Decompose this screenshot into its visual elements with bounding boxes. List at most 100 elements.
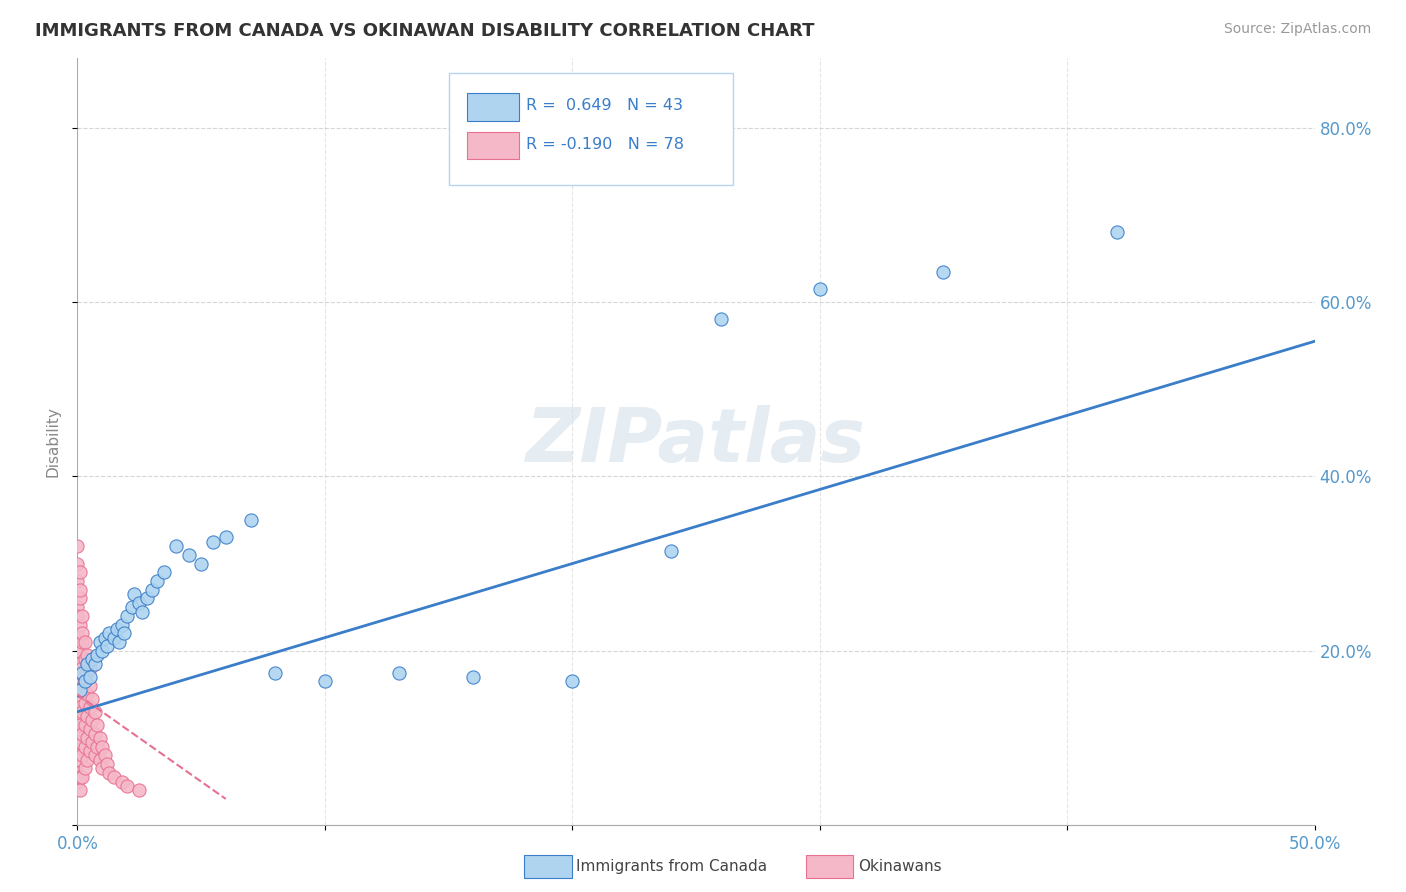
- Text: ZIPatlas: ZIPatlas: [526, 405, 866, 478]
- Point: [141, 582, 163, 597]
- Point: [561, 674, 583, 689]
- Point: [66, 557, 89, 571]
- Point: [66, 757, 89, 772]
- Point: [66, 670, 89, 684]
- Point: [76, 709, 98, 723]
- Point: [91, 739, 114, 754]
- Point: [710, 312, 733, 326]
- Point: [86, 648, 108, 662]
- Point: [72, 608, 94, 623]
- Point: [121, 600, 143, 615]
- Point: [112, 626, 135, 640]
- Point: [69, 753, 91, 767]
- Point: [82, 735, 104, 749]
- Point: [66, 739, 89, 754]
- Point: [122, 587, 145, 601]
- Point: [73, 674, 96, 689]
- Point: [66, 574, 89, 588]
- Point: [69, 665, 91, 680]
- Point: [72, 748, 94, 763]
- Point: [91, 761, 114, 775]
- Text: IMMIGRANTS FROM CANADA VS OKINAWAN DISABILITY CORRELATION CHART: IMMIGRANTS FROM CANADA VS OKINAWAN DISAB…: [35, 22, 814, 40]
- Point: [89, 635, 111, 649]
- Point: [66, 714, 89, 728]
- Point: [190, 557, 212, 571]
- Point: [69, 591, 91, 606]
- Point: [66, 539, 89, 553]
- Point: [86, 739, 108, 754]
- Point: [659, 543, 682, 558]
- Point: [66, 731, 89, 745]
- Point: [69, 683, 91, 698]
- Point: [66, 748, 89, 763]
- Point: [76, 731, 98, 745]
- Point: [83, 748, 105, 763]
- Text: Immigrants from Canada: Immigrants from Canada: [576, 859, 768, 873]
- Point: [66, 657, 89, 671]
- Point: [93, 748, 115, 763]
- Point: [89, 731, 111, 745]
- Point: [128, 783, 150, 797]
- Point: [264, 665, 287, 680]
- FancyBboxPatch shape: [467, 132, 519, 160]
- Point: [96, 757, 118, 772]
- Point: [932, 264, 955, 278]
- Point: [72, 683, 94, 698]
- Point: [86, 718, 108, 732]
- Point: [69, 735, 91, 749]
- Point: [73, 635, 96, 649]
- Text: Source: ZipAtlas.com: Source: ZipAtlas.com: [1223, 22, 1371, 37]
- Point: [128, 596, 150, 610]
- Point: [145, 574, 167, 588]
- Point: [93, 631, 115, 645]
- Point: [82, 652, 104, 666]
- Point: [66, 600, 89, 615]
- Point: [66, 723, 89, 737]
- Point: [111, 617, 134, 632]
- Point: [239, 513, 262, 527]
- Point: [215, 530, 238, 544]
- Point: [66, 705, 89, 719]
- Point: [79, 744, 101, 758]
- Y-axis label: Disability: Disability: [45, 406, 60, 477]
- Point: [73, 652, 96, 666]
- Point: [73, 674, 96, 689]
- Point: [73, 739, 96, 754]
- Point: [72, 661, 94, 675]
- Point: [131, 605, 153, 619]
- Point: [79, 700, 101, 714]
- Point: [83, 726, 105, 740]
- Point: [98, 765, 121, 780]
- Point: [69, 783, 91, 797]
- Point: [66, 644, 89, 658]
- Point: [76, 687, 98, 701]
- Point: [73, 761, 96, 775]
- Point: [115, 608, 138, 623]
- Point: [66, 774, 89, 789]
- Point: [103, 770, 125, 784]
- Point: [69, 617, 91, 632]
- Point: [66, 608, 89, 623]
- Point: [177, 548, 200, 562]
- Text: R =  0.649   N = 43: R = 0.649 N = 43: [526, 98, 683, 113]
- Point: [72, 626, 94, 640]
- Point: [69, 770, 91, 784]
- Point: [111, 774, 134, 789]
- Point: [91, 644, 114, 658]
- Point: [89, 753, 111, 767]
- Point: [153, 566, 176, 580]
- Point: [135, 591, 157, 606]
- Point: [69, 582, 91, 597]
- Point: [79, 679, 101, 693]
- FancyBboxPatch shape: [449, 73, 733, 185]
- Point: [73, 696, 96, 710]
- Point: [72, 635, 94, 649]
- Point: [79, 670, 101, 684]
- Point: [165, 539, 187, 553]
- Point: [115, 779, 138, 793]
- Point: [69, 718, 91, 732]
- Text: R = -0.190   N = 78: R = -0.190 N = 78: [526, 137, 685, 153]
- Point: [69, 683, 91, 698]
- Point: [72, 726, 94, 740]
- Point: [105, 622, 128, 636]
